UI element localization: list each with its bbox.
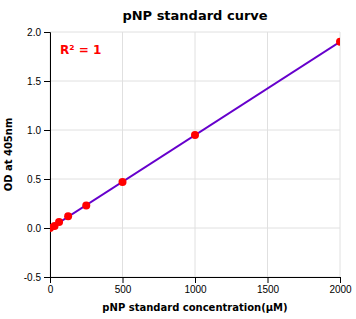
tick-mark xyxy=(44,228,50,229)
tick-mark xyxy=(123,277,124,283)
chart: 0 500 1000 1500 2000 -0.5 0.0 0.5 1.0 1.5 2.0 R² = … xyxy=(0,0,356,319)
axis-line xyxy=(44,33,51,278)
tick-label: 500 xyxy=(115,284,132,295)
point xyxy=(55,218,63,226)
title: pNP standard curve xyxy=(122,8,267,23)
tick: 2.0 xyxy=(27,27,50,38)
grid-line xyxy=(50,228,340,229)
y-axis-title: OD at 405nm xyxy=(3,118,14,192)
tick-label: 1.0 xyxy=(27,125,41,136)
grid xyxy=(50,32,340,277)
plot-area: 0 500 1000 1500 2000 -0.5 0.0 0.5 1.0 1.5 2.0 R² = … xyxy=(24,27,352,295)
tick-label: 1500 xyxy=(257,284,280,295)
tick-mark xyxy=(44,130,50,131)
grid-line xyxy=(50,130,340,131)
tick-mark xyxy=(44,32,50,33)
tick: 1.5 xyxy=(27,76,50,87)
point xyxy=(336,38,340,46)
marks xyxy=(50,38,340,232)
tick-label: 1.5 xyxy=(27,76,41,87)
point xyxy=(64,212,72,220)
tick: 1.0 xyxy=(27,125,50,136)
tick-mark xyxy=(44,277,50,278)
tick: 1500 xyxy=(257,277,280,295)
grid-line xyxy=(50,32,340,33)
point xyxy=(191,131,199,139)
tick: 1000 xyxy=(184,277,207,295)
tick-mark xyxy=(340,277,341,283)
grid-line xyxy=(50,81,340,82)
tick-label: 0 xyxy=(48,284,54,295)
x-axis: 0 500 1000 1500 2000 xyxy=(48,277,352,295)
grid-line xyxy=(340,32,341,277)
tick-label: -0.5 xyxy=(24,272,42,283)
tick: 2000 xyxy=(329,277,352,295)
x-axis-title: pNP standard concentration(μM) xyxy=(102,302,287,313)
grid-line xyxy=(195,32,196,277)
fit-line xyxy=(50,42,340,229)
annotation: R² = 1 xyxy=(60,43,101,57)
tick: 0.0 xyxy=(27,223,50,234)
tick: 500 xyxy=(115,277,132,295)
tick-label: 2000 xyxy=(329,284,352,295)
grid-line xyxy=(50,179,340,180)
tick-mark xyxy=(44,81,50,82)
y-axis: -0.5 0.0 0.5 1.0 1.5 2.0 xyxy=(24,27,51,283)
tick-mark xyxy=(195,277,196,283)
tick-label: 0.5 xyxy=(27,174,41,185)
point xyxy=(119,178,127,186)
point xyxy=(82,201,90,209)
grid-line xyxy=(267,32,268,277)
axis-line xyxy=(51,278,341,284)
tick-label: 0.0 xyxy=(27,223,41,234)
tick: 0 xyxy=(48,277,54,295)
tick: -0.5 xyxy=(24,272,50,283)
tick-label: 2.0 xyxy=(27,27,41,38)
tick: 0.5 xyxy=(27,174,50,185)
grid-line xyxy=(122,32,123,277)
tick-mark xyxy=(44,179,50,180)
tick-label: 1000 xyxy=(184,284,207,295)
tick-mark xyxy=(268,277,269,283)
